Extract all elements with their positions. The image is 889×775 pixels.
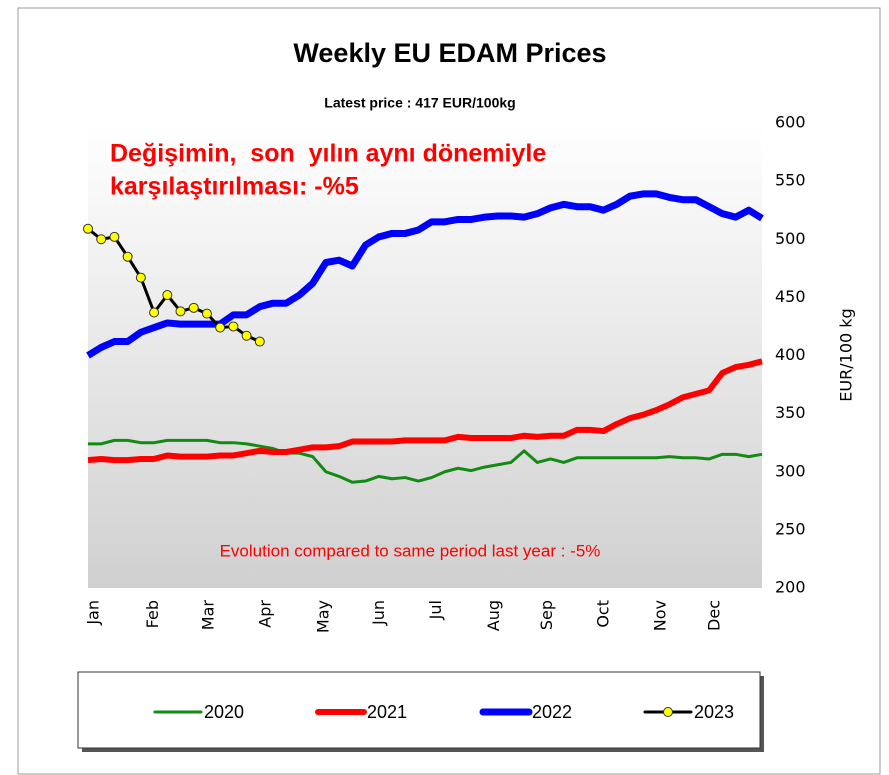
overlay-text: Değişimin, son yılın aynı dönemiyle [110,140,546,168]
x-tick-label: May [313,600,332,633]
legend [77,671,761,749]
x-tick-label: Aug [484,600,503,631]
subtitle: Latest price : 417 EUR/100kg [324,95,515,111]
point-marker [188,302,199,313]
y-tick-label: 350 [775,403,806,422]
x-tick-label: Apr [255,600,274,628]
y-tick-label: 400 [775,345,806,364]
y-tick-label: 550 [775,171,806,190]
legend-label: 2021 [367,702,407,722]
y-axis-label: EUR/100 kg [837,308,856,401]
y-tick-label: 600 [775,113,806,132]
point-marker [122,251,133,262]
y-tick-label: 500 [775,229,806,248]
x-tick-label: Nov [650,600,669,631]
point-marker [175,306,186,317]
point-marker [109,231,120,242]
series-line [87,358,763,464]
legend-label: 2023 [694,702,734,722]
series-line [86,190,764,359]
x-tick-label: Dec [705,600,724,631]
point-marker [135,272,146,283]
y-tick-label: 300 [775,461,806,480]
legend-label: 2020 [204,702,244,722]
annotation: Evolution compared to same period last y… [220,541,601,560]
point-marker [254,336,265,347]
point-marker [96,234,107,245]
point-marker [215,322,226,333]
point-marker [201,308,212,319]
point-marker [83,223,93,234]
point-marker [149,307,160,318]
x-tick-label: Mar [198,600,217,631]
y-tick-label: 200 [775,578,806,597]
y-tick-label: 450 [775,287,806,306]
plot-area [88,123,762,588]
series-line [88,438,763,484]
x-tick-label: Jul [426,600,445,620]
legend-marker [663,707,673,717]
y-tick-label: 250 [775,519,806,538]
legend-label: 2022 [532,702,572,722]
x-tick-label: Jun [369,600,388,626]
point-marker [241,330,252,341]
x-tick-label: Oct [594,600,613,628]
chart-title: Weekly EU EDAM Prices [293,38,606,68]
point-marker [228,321,239,332]
x-tick-label: Feb [143,600,162,628]
x-tick-label: Jan [84,600,103,626]
point-marker [162,290,173,301]
overlay-text: karşılaştırılması: -%5 [110,173,359,201]
x-tick-label: Sep [537,600,556,630]
